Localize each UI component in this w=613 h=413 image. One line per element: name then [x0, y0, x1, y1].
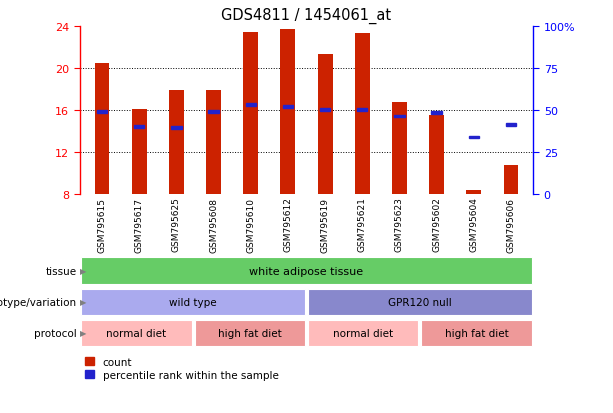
Bar	[246, 104, 256, 107]
Text: GSM795623: GSM795623	[395, 197, 404, 252]
Text: ▶: ▶	[80, 328, 86, 337]
Text: tissue: tissue	[45, 266, 77, 276]
Text: white adipose tissue: white adipose tissue	[249, 266, 364, 276]
Bar	[132, 109, 147, 194]
Bar	[318, 55, 332, 194]
Bar	[206, 90, 221, 194]
Text: wild type: wild type	[169, 297, 217, 307]
Text: ▶: ▶	[80, 266, 87, 275]
Bar	[81, 320, 192, 346]
Text: ▶: ▶	[80, 297, 86, 306]
Bar	[97, 111, 107, 114]
Text: normal diet: normal diet	[333, 328, 394, 338]
Bar	[503, 166, 519, 194]
Bar	[392, 103, 407, 194]
Text: GSM795602: GSM795602	[432, 197, 441, 252]
Text: high fat diet: high fat diet	[445, 328, 508, 338]
Bar	[429, 116, 444, 194]
Bar	[357, 109, 367, 112]
Bar	[421, 320, 532, 346]
Text: normal diet: normal diet	[106, 328, 167, 338]
Bar	[281, 30, 295, 194]
Text: GPR120 null: GPR120 null	[388, 297, 452, 307]
Text: high fat diet: high fat diet	[218, 328, 281, 338]
Text: GSM795615: GSM795615	[97, 197, 107, 252]
Bar	[134, 126, 145, 129]
Bar	[208, 111, 219, 114]
Text: GSM795619: GSM795619	[321, 197, 330, 252]
Bar	[355, 34, 370, 194]
Bar	[466, 191, 481, 194]
Bar	[320, 109, 330, 112]
Bar	[283, 106, 293, 109]
Text: GSM795621: GSM795621	[358, 197, 367, 252]
Bar	[171, 127, 181, 130]
Bar	[81, 289, 305, 315]
Text: GSM795604: GSM795604	[470, 197, 478, 252]
Text: GSM795625: GSM795625	[172, 197, 181, 252]
Bar	[468, 136, 479, 139]
Bar	[308, 320, 419, 346]
Bar	[308, 289, 532, 315]
Text: GSM795608: GSM795608	[209, 197, 218, 252]
Bar	[506, 123, 516, 126]
Legend: count, percentile rank within the sample: count, percentile rank within the sample	[85, 357, 278, 380]
Bar	[243, 33, 258, 194]
Bar	[169, 90, 184, 194]
Text: GSM795610: GSM795610	[246, 197, 255, 252]
Bar	[94, 64, 110, 194]
Text: protocol: protocol	[34, 328, 77, 338]
Bar	[394, 115, 405, 118]
Text: GSM795612: GSM795612	[283, 197, 292, 252]
Bar	[194, 320, 305, 346]
Text: genotype/variation: genotype/variation	[0, 297, 77, 307]
Title: GDS4811 / 1454061_at: GDS4811 / 1454061_at	[221, 8, 392, 24]
Text: GSM795606: GSM795606	[506, 197, 516, 252]
Bar	[432, 112, 442, 115]
Bar	[81, 258, 532, 284]
Text: GSM795617: GSM795617	[135, 197, 143, 252]
